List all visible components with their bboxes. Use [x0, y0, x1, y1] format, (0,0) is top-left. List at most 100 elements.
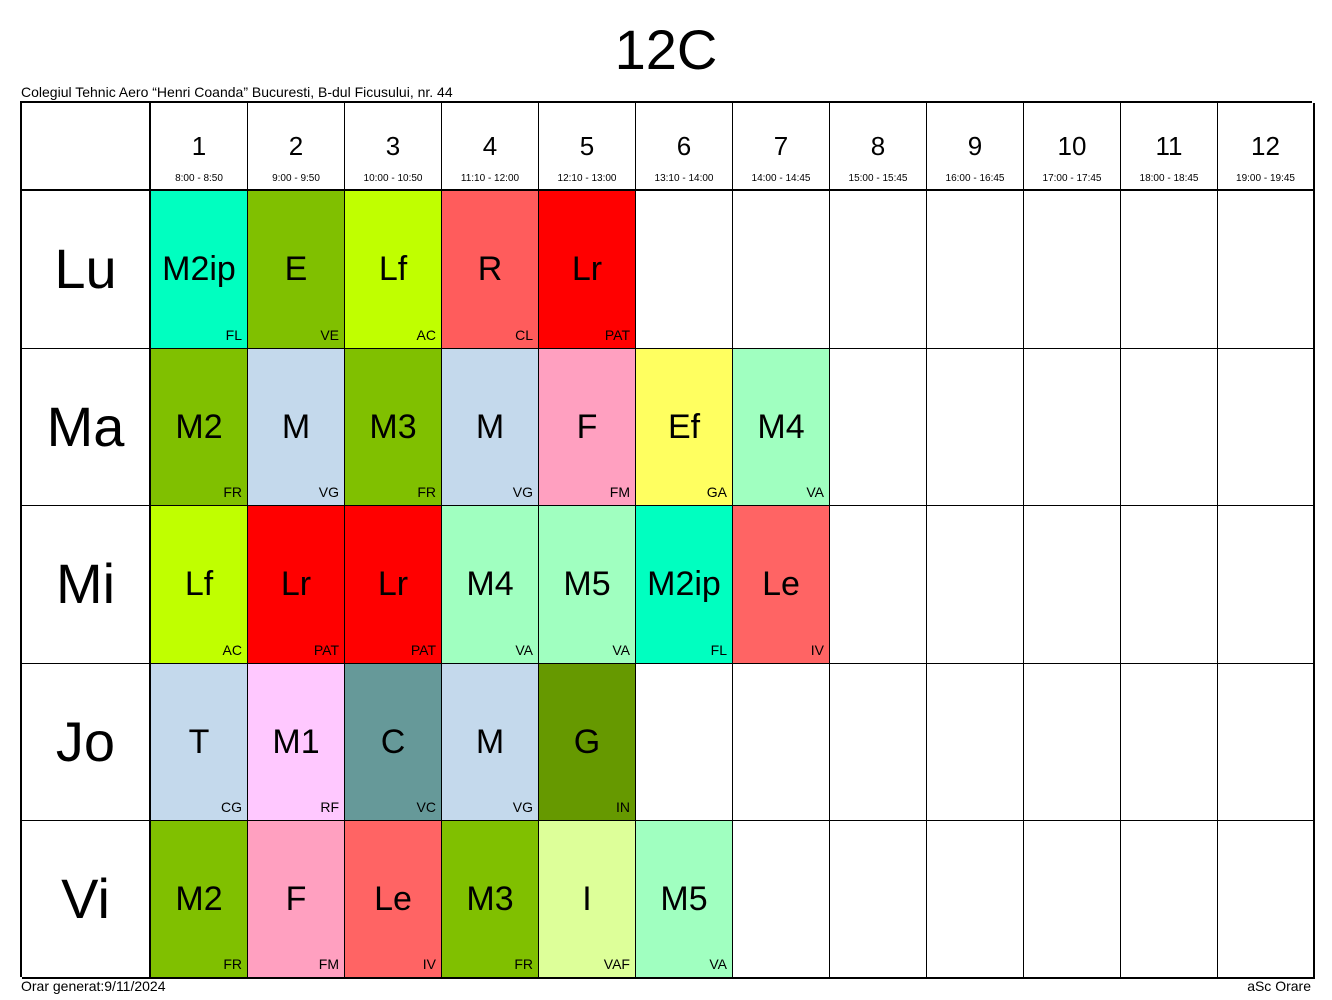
lesson-cell[interactable]: Lf AC	[345, 191, 442, 349]
day-cell: Ma	[22, 348, 151, 507]
period-number: 3	[385, 131, 401, 161]
lesson-teacher: FM	[609, 484, 630, 501]
empty-slot	[927, 821, 1024, 979]
lesson-subject: Lf	[184, 565, 214, 604]
period-header: 11 18:00 - 18:45	[1121, 103, 1218, 191]
lesson-cell[interactable]: F FM	[539, 348, 636, 507]
lesson-cell[interactable]: M4 VA	[442, 506, 539, 664]
lesson-cell[interactable]: M2ip FL	[636, 506, 733, 664]
lesson-cell[interactable]: F FM	[248, 821, 345, 979]
lesson-teacher: VAF	[603, 955, 630, 972]
lesson-subject: M4	[757, 407, 805, 446]
lesson-subject: M3	[466, 880, 514, 919]
period-number: 12	[1251, 131, 1280, 161]
day-name: Ma	[46, 394, 125, 458]
period-header: 1 8:00 - 8:50	[151, 103, 248, 191]
lesson-cell[interactable]: T CG	[151, 663, 248, 822]
lesson-cell[interactable]: M5 VA	[636, 821, 733, 979]
lesson-cell[interactable]: Lr PAT	[345, 506, 442, 664]
empty-slot	[927, 348, 1024, 507]
empty-slot	[927, 191, 1024, 349]
empty-slot	[1024, 821, 1121, 979]
lesson-teacher: FR	[223, 955, 242, 972]
lesson-cell[interactable]: G IN	[539, 663, 636, 822]
lesson-cell[interactable]: M1 RF	[248, 663, 345, 822]
period-number: 11	[1155, 131, 1183, 161]
period-number: 1	[191, 131, 207, 161]
period-header: 5 12:10 - 13:00	[539, 103, 636, 191]
day-cell: Vi	[22, 821, 151, 979]
lesson-teacher: FR	[223, 484, 242, 501]
lesson-subject: Lr	[280, 565, 312, 604]
lesson-cell[interactable]: R CL	[442, 191, 539, 349]
lesson-teacher: AC	[416, 326, 436, 343]
lesson-subject: Lr	[377, 565, 409, 604]
period-time: 14:00 - 14:45	[751, 173, 811, 184]
lesson-cell[interactable]: M VG	[442, 663, 539, 822]
empty-slot	[830, 191, 927, 349]
lesson-cell[interactable]: Lf AC	[151, 506, 248, 664]
empty-slot	[733, 821, 830, 979]
period-number: 4	[482, 131, 498, 161]
lesson-teacher: FR	[417, 484, 436, 501]
lesson-cell[interactable]: M5 VA	[539, 506, 636, 664]
period-header: 10 17:00 - 17:45	[1024, 103, 1121, 191]
lesson-teacher: RF	[320, 799, 339, 816]
lesson-cell[interactable]: M2 FR	[151, 821, 248, 979]
period-time: 8:00 - 8:50	[175, 173, 223, 184]
lesson-subject: M5	[563, 565, 611, 604]
day-name: Jo	[55, 710, 116, 774]
lesson-teacher: VE	[320, 326, 339, 343]
lesson-subject: M2	[175, 407, 223, 446]
app-name: aSc Orare	[1247, 978, 1311, 994]
lesson-subject: M2ip	[647, 565, 721, 604]
lesson-cell[interactable]: E VE	[248, 191, 345, 349]
empty-slot	[927, 506, 1024, 664]
lesson-cell[interactable]: Lr PAT	[248, 506, 345, 664]
lesson-cell[interactable]: M3 FR	[345, 348, 442, 507]
lesson-subject: M	[475, 407, 505, 446]
lesson-subject: Lf	[378, 250, 408, 289]
lesson-subject: Le	[762, 565, 800, 604]
lesson-teacher: VA	[515, 641, 533, 658]
lesson-subject: E	[284, 250, 308, 289]
empty-slot	[636, 663, 733, 822]
period-number: 2	[288, 131, 304, 161]
period-time: 11:10 - 12:00	[460, 173, 520, 184]
period-time: 9:00 - 9:50	[272, 173, 320, 184]
lesson-cell[interactable]: C VC	[345, 663, 442, 822]
lesson-cell[interactable]: Lr PAT	[539, 191, 636, 349]
period-time: 10:00 - 10:50	[363, 173, 423, 184]
lesson-teacher: VA	[806, 484, 824, 501]
lesson-subject: Le	[374, 880, 412, 919]
lesson-subject: Ef	[667, 407, 701, 446]
empty-slot	[733, 663, 830, 822]
lesson-teacher: GA	[706, 484, 727, 501]
lesson-cell[interactable]: M2ip FL	[151, 191, 248, 349]
lesson-cell[interactable]: M3 FR	[442, 821, 539, 979]
period-time: 12:10 - 13:00	[557, 173, 617, 184]
period-header: 6 13:10 - 14:00	[636, 103, 733, 191]
lesson-subject: C	[380, 723, 406, 762]
lesson-cell[interactable]: Ef GA	[636, 348, 733, 507]
empty-slot	[927, 663, 1024, 822]
empty-slot	[830, 821, 927, 979]
lesson-cell[interactable]: Le IV	[733, 506, 830, 664]
empty-slot	[1024, 348, 1121, 507]
lesson-cell[interactable]: M4 VA	[733, 348, 830, 507]
empty-slot	[1024, 506, 1121, 664]
timetable-grid: 1 8:00 - 8:50 2 9:00 - 9:50 3 10:00 - 10:50 4 1…	[20, 101, 1315, 979]
empty-slot	[733, 191, 830, 349]
lesson-cell[interactable]: I VAF	[539, 821, 636, 979]
lesson-cell[interactable]: M VG	[248, 348, 345, 507]
lesson-teacher: CL	[515, 326, 533, 343]
period-time: 19:00 - 19:45	[1236, 173, 1295, 184]
lesson-teacher: PAT	[410, 641, 436, 658]
lesson-cell[interactable]: M VG	[442, 348, 539, 507]
empty-slot	[1121, 821, 1218, 979]
lesson-cell[interactable]: M2 FR	[151, 348, 248, 507]
empty-slot	[1121, 663, 1218, 822]
lesson-teacher: VG	[512, 484, 533, 501]
lesson-cell[interactable]: Le IV	[345, 821, 442, 979]
empty-slot	[1218, 191, 1315, 349]
